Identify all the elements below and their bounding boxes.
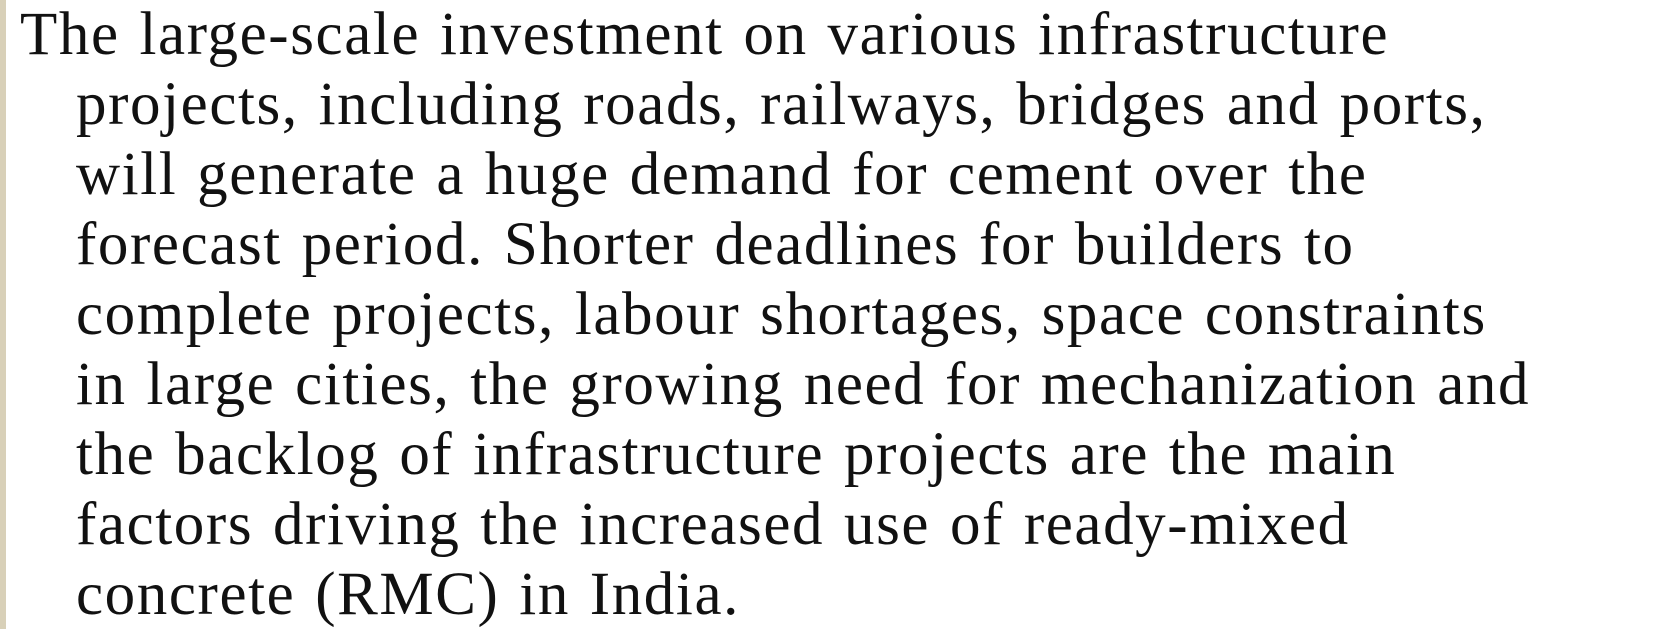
text-line: projects, including roads, railways, bri…: [76, 71, 1487, 138]
text-line: The large-scale investment on various in…: [20, 1, 1390, 68]
text-line: in large cities, the growing need for me…: [76, 351, 1531, 418]
text-line: forecast period. Shorter deadlines for b…: [76, 211, 1355, 278]
text-line: concrete (RMC) in India.: [76, 561, 740, 628]
left-edge: [0, 0, 6, 629]
text-line: complete projects, labour shortages, spa…: [76, 281, 1487, 348]
text-line: the backlog of infrastructure projects a…: [76, 421, 1397, 488]
text-line: factors driving the increased use of rea…: [76, 491, 1350, 558]
paragraph: The large-scale investment on various in…: [20, 0, 1660, 630]
text-line: will generate a huge demand for cement o…: [76, 141, 1368, 208]
